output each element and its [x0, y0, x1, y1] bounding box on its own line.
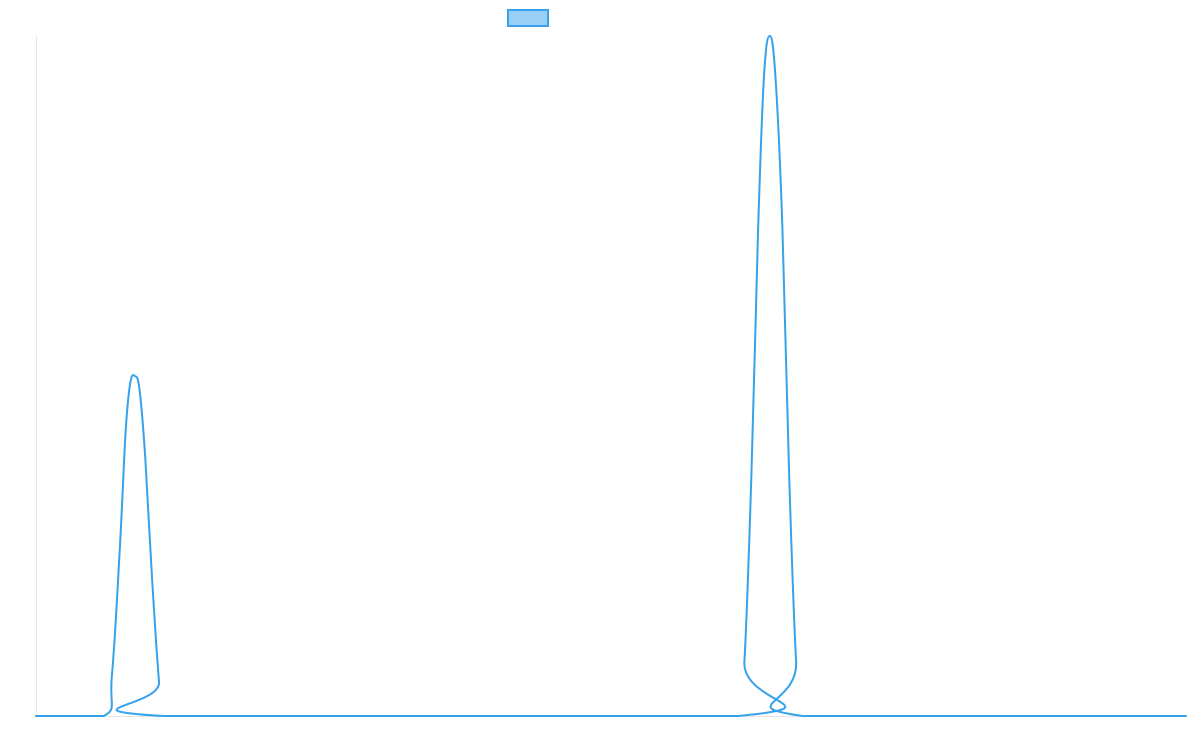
legend[interactable] — [507, 9, 549, 27]
legend-swatch[interactable] — [507, 9, 549, 27]
axes — [36, 36, 1186, 717]
series-line-0 — [35, 35, 1187, 718]
series-layer — [35, 35, 1187, 718]
